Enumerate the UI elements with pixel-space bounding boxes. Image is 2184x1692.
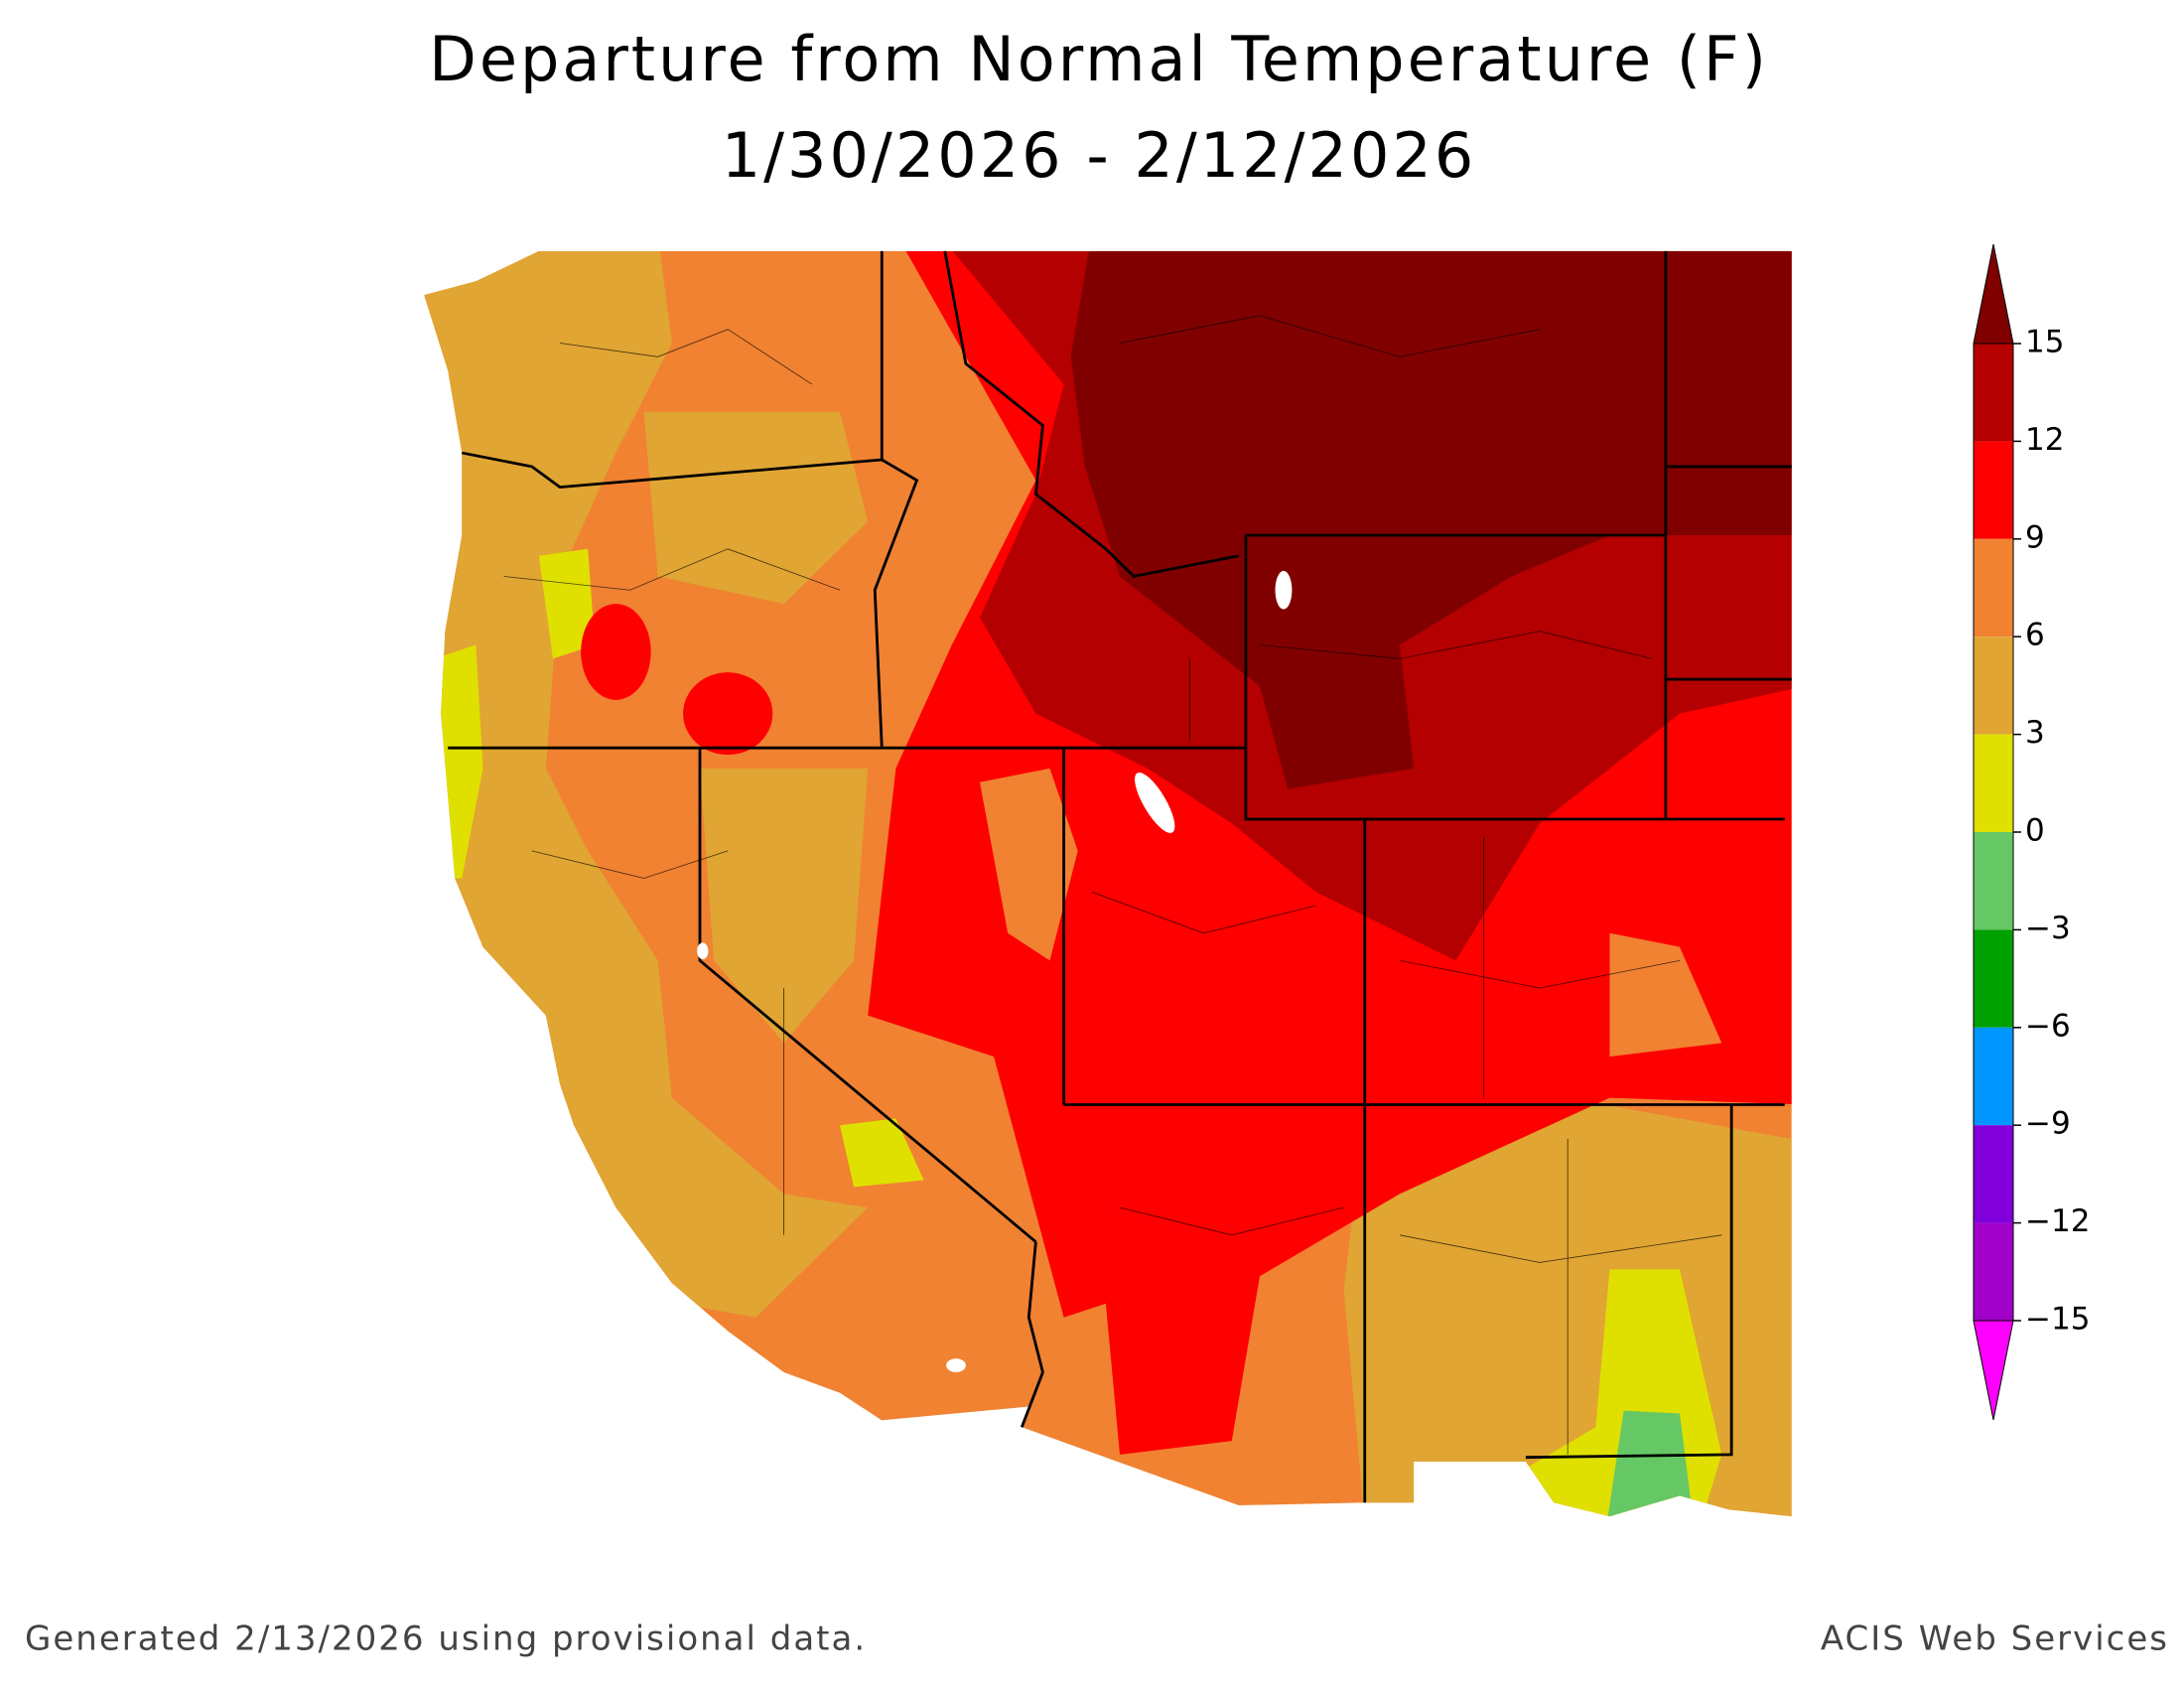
field-zone — [643, 411, 869, 605]
legend-tick-label: −3 — [2025, 911, 2071, 946]
legend-tick-label: 9 — [2025, 519, 2045, 555]
legend-tick-label: −12 — [2025, 1203, 2090, 1239]
legend-tick-label: 3 — [2025, 715, 2045, 751]
state-borders — [448, 250, 1792, 1503]
legend-swatch — [1974, 636, 2013, 735]
field-zone — [683, 672, 773, 756]
field-zone — [1070, 250, 1792, 789]
field-zone — [980, 768, 1078, 961]
legend-swatch — [1974, 1027, 2013, 1126]
legend-tick-label: −15 — [2025, 1302, 2090, 1338]
legend-tick-label: −9 — [2025, 1106, 2071, 1142]
legend-tick-label: 0 — [2025, 813, 2045, 849]
field-zone — [700, 768, 869, 1044]
legend-swatch — [1974, 538, 2013, 637]
field-zone — [840, 1118, 924, 1188]
temperature-field — [424, 250, 1792, 1517]
color-legend: 15 12 9 6 3 0 −3 −6 −9 −12 −15 — [1973, 243, 2090, 1421]
legend-tick-label: −6 — [2025, 1008, 2071, 1044]
field-zone — [538, 548, 596, 659]
field-zone — [1606, 1410, 1695, 1517]
legend-swatch — [1974, 1125, 2013, 1223]
footer-credit: ACIS Web Services — [1821, 1620, 2169, 1659]
legend-swatch — [1974, 929, 2013, 1028]
legend-frame — [1973, 343, 2014, 1322]
legend-swatch — [1974, 441, 2013, 539]
field-zone — [1609, 932, 1722, 1058]
legend-swatch — [1974, 832, 2013, 930]
water-bodies — [697, 570, 1293, 1372]
legend-tick-label: 6 — [2025, 618, 2045, 653]
legend-swatch — [1974, 734, 2013, 832]
title: Departure from Normal Temperature (F) — [429, 23, 1769, 95]
county-borders — [503, 315, 1722, 1455]
legend-arrow-bottom — [1973, 1320, 2014, 1421]
subtitle: 1/30/2026 - 2/12/2026 — [722, 119, 1477, 192]
legend-tick-label: 15 — [2025, 325, 2064, 360]
legend-arrow-top — [1973, 243, 2014, 345]
legend-swatch — [1974, 344, 2013, 442]
legend-swatch — [1974, 1222, 2013, 1321]
legend-tick-label: 12 — [2025, 422, 2064, 458]
field-zone — [581, 604, 651, 700]
footer-note: Generated 2/13/2026 using provisional da… — [25, 1620, 867, 1659]
map — [424, 250, 1792, 1517]
